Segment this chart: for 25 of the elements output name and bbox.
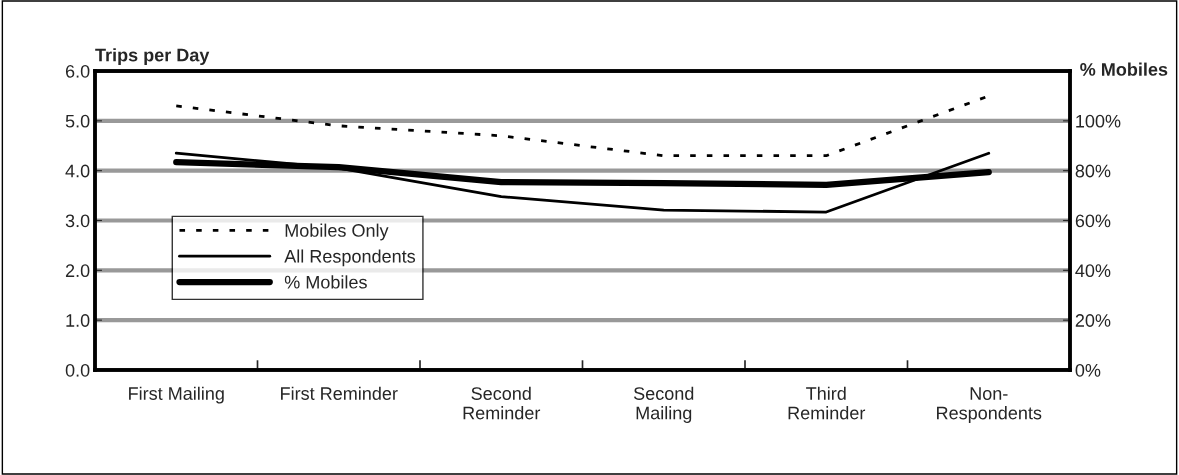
y2-tick-label: 60% <box>1075 214 1111 228</box>
x-tick-label: Second Mailing <box>633 386 694 423</box>
x-tick-label: First Reminder <box>281 386 398 400</box>
legend-label: % Mobiles <box>284 275 367 289</box>
y2-tick-label: 40% <box>1075 264 1111 278</box>
y-tick-label: 1.0 <box>66 314 90 327</box>
y2-tick-label: 100% <box>1076 114 1121 128</box>
legend-label: Mobiles Only <box>285 223 389 241</box>
y2-tick-label: 80% <box>1075 164 1111 178</box>
legend-label: All Respondents <box>284 249 416 267</box>
y-tick-label: 5.0 <box>65 114 90 128</box>
x-tick-label: First Mailing <box>129 386 224 404</box>
line-series <box>174 151 991 214</box>
x-tick-label: Non- Respondents <box>937 387 1042 423</box>
y2-axis-title: % Mobiles <box>1080 62 1168 76</box>
y-tick-label: 2.0 <box>65 264 90 278</box>
y-tick-label: 0.0 <box>65 363 90 377</box>
y2-tick-label: 20% <box>1075 314 1111 327</box>
x-tick-label: Third Reminder <box>788 386 866 420</box>
y-axis-title: Trips per Day <box>95 48 210 66</box>
y2-tick-label: 0% <box>1075 363 1101 377</box>
x-tick-label: Second Reminder <box>463 386 541 420</box>
y-tick-label: 3.0 <box>65 214 90 228</box>
y-tick-label: 6.0 <box>65 64 90 78</box>
y-tick-label: 4.0 <box>65 164 90 178</box>
